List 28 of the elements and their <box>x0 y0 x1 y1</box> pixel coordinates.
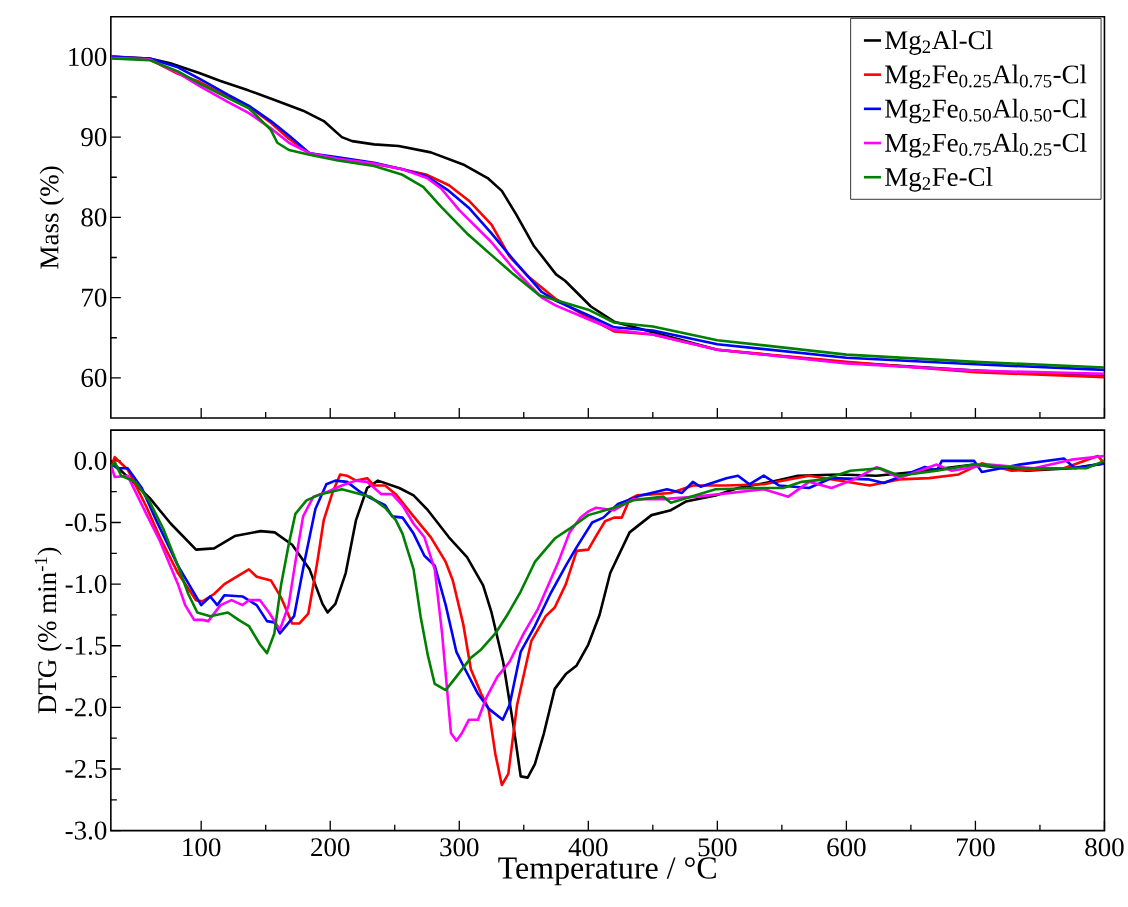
x-tick-label: 600 <box>827 838 866 857</box>
y-axis-title: DTG (% min$^{-1}$) <box>34 547 62 714</box>
x-tick-label: 400 <box>568 838 608 857</box>
y-tick-label: -3.0 <box>65 821 107 840</box>
legend-label: Mg$_{2}$Fe$_{0.75}$Al$_{0.25}$-Cl <box>885 133 1087 158</box>
y-tick-label: 80 <box>81 208 107 227</box>
x-tick-label: 200 <box>311 838 350 857</box>
x-tick-label: 800 <box>1085 838 1124 857</box>
x-tick-label: 100 <box>183 838 221 857</box>
y-tick-label: 90 <box>81 128 107 147</box>
legend-label: Mg$_{2}$Al-Cl <box>885 30 993 56</box>
y-tick-label: 0.0 <box>74 451 107 471</box>
y-tick-label: -1.5 <box>65 636 107 655</box>
y-tick-label: -1.0 <box>65 575 107 594</box>
y-tick-label: 70 <box>82 288 107 307</box>
x-tick-label: 500 <box>698 838 737 857</box>
legend-label: Mg$_{2}$Fe$_{0.25}$Al$_{0.75}$-Cl <box>885 64 1087 90</box>
x-tick-label: 700 <box>956 838 995 857</box>
y-tick-label: 100 <box>69 47 107 67</box>
y-tick-label: -2.0 <box>65 698 107 717</box>
x-axis-title: Temperature / °C <box>498 857 716 886</box>
y-tick-label: -0.5 <box>65 513 107 532</box>
legend-label: Mg$_{2}$Fe$_{0.50}$Al$_{0.50}$-Cl <box>885 98 1087 124</box>
y-axis-title: Mass (%) <box>39 166 65 269</box>
legend-label: Mg$_{2}$Fe-Cl <box>885 167 993 192</box>
x-tick-label: 300 <box>440 838 479 857</box>
y-tick-label: -2.5 <box>65 760 107 779</box>
y-tick-label: 60 <box>81 368 107 388</box>
